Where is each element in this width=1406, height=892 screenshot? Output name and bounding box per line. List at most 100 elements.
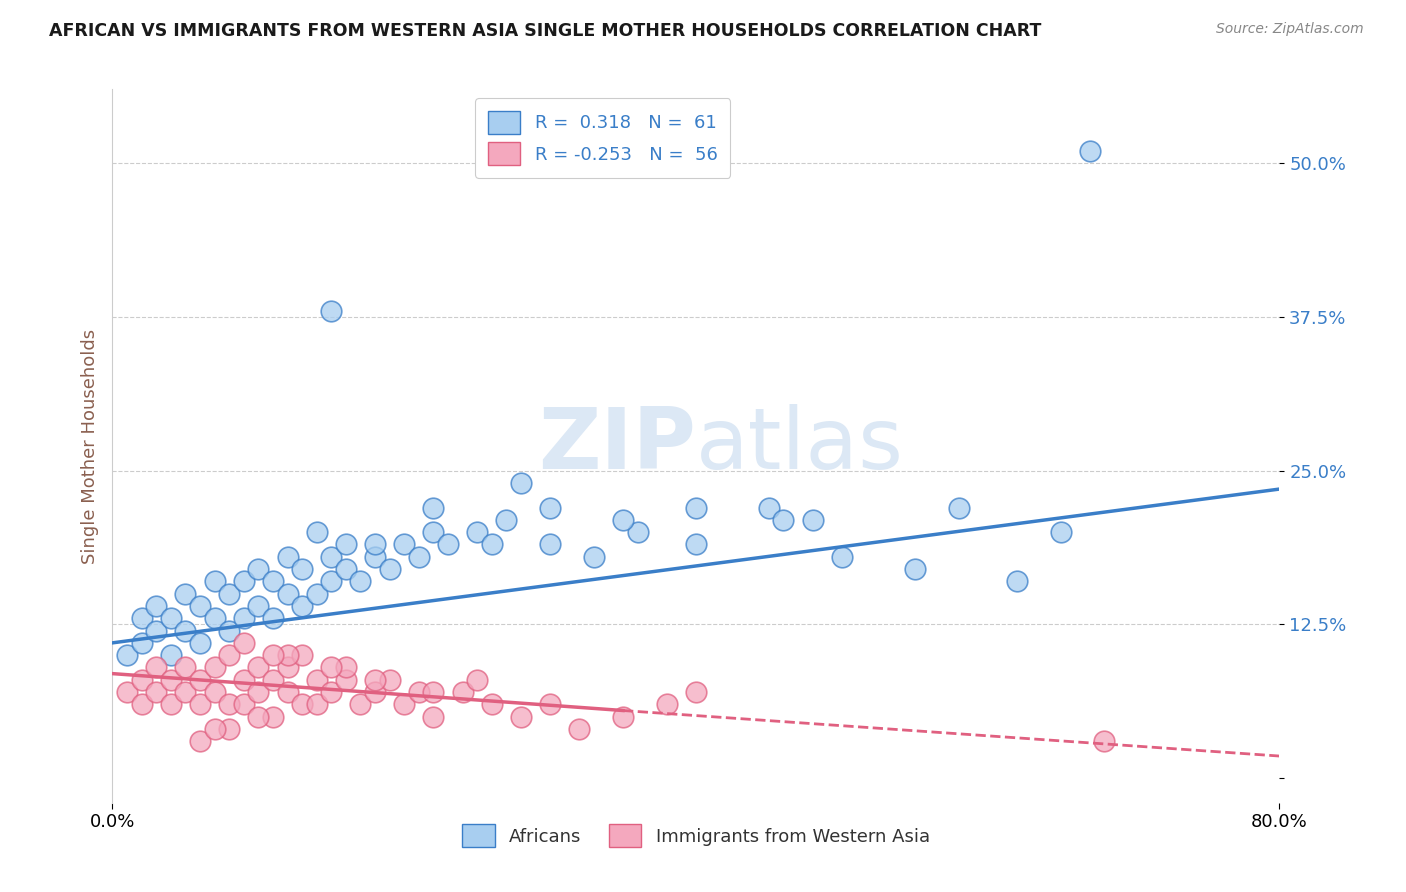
Point [262, 673, 284, 687]
Point [174, 587, 197, 601]
Point [685, 685, 707, 699]
Point [394, 698, 416, 712]
Point [451, 685, 474, 699]
Point [1005, 574, 1028, 589]
Point [276, 660, 298, 674]
Text: Source: ZipAtlas.com: Source: ZipAtlas.com [1216, 22, 1364, 37]
Point [305, 587, 328, 601]
Point [422, 709, 444, 723]
Point [305, 698, 328, 712]
Point [422, 500, 444, 515]
Point [465, 673, 488, 687]
Text: AFRICAN VS IMMIGRANTS FROM WESTERN ASIA SINGLE MOTHER HOUSEHOLDS CORRELATION CHA: AFRICAN VS IMMIGRANTS FROM WESTERN ASIA … [49, 22, 1042, 40]
Point [218, 648, 240, 662]
Point [276, 685, 298, 699]
Point [276, 648, 298, 662]
Point [218, 624, 240, 638]
Point [538, 500, 561, 515]
Point [160, 673, 183, 687]
Y-axis label: Single Mother Households: Single Mother Households [80, 328, 98, 564]
Point [364, 537, 387, 551]
Point [904, 562, 927, 576]
Point [247, 660, 270, 674]
Point [262, 611, 284, 625]
Point [204, 611, 226, 625]
Point [131, 611, 153, 625]
Point [509, 709, 531, 723]
Point [188, 698, 211, 712]
Point [465, 525, 488, 540]
Point [145, 599, 167, 613]
Point [131, 636, 153, 650]
Point [538, 698, 561, 712]
Point [174, 624, 197, 638]
Point [276, 587, 298, 601]
Point [627, 525, 650, 540]
Point [831, 549, 853, 564]
Point [174, 685, 197, 699]
Point [495, 513, 517, 527]
Point [291, 562, 314, 576]
Point [232, 574, 254, 589]
Point [204, 660, 226, 674]
Point [801, 513, 824, 527]
Point [291, 599, 314, 613]
Point [305, 525, 328, 540]
Point [218, 587, 240, 601]
Point [321, 574, 343, 589]
Point [204, 722, 226, 736]
Point [262, 574, 284, 589]
Point [204, 574, 226, 589]
Point [1094, 734, 1116, 748]
Point [408, 685, 430, 699]
Point [1049, 525, 1071, 540]
Point [364, 549, 387, 564]
Point [247, 685, 270, 699]
Point [335, 562, 357, 576]
Point [1078, 144, 1101, 158]
Point [188, 734, 211, 748]
Point [160, 698, 183, 712]
Point [115, 648, 138, 662]
Point [188, 599, 211, 613]
Point [481, 537, 503, 551]
Point [378, 562, 401, 576]
Point [160, 648, 183, 662]
Point [321, 685, 343, 699]
Point [335, 660, 357, 674]
Point [364, 673, 387, 687]
Point [349, 574, 371, 589]
Point [291, 648, 314, 662]
Point [422, 685, 444, 699]
Point [145, 685, 167, 699]
Point [685, 500, 707, 515]
Point [247, 709, 270, 723]
Point [145, 624, 167, 638]
Point [115, 685, 138, 699]
Point [538, 537, 561, 551]
Point [364, 685, 387, 699]
Point [394, 537, 416, 551]
Point [685, 537, 707, 551]
Point [655, 698, 678, 712]
Point [568, 722, 591, 736]
Point [305, 673, 328, 687]
Point [247, 562, 270, 576]
Point [612, 709, 634, 723]
Point [131, 673, 153, 687]
Point [321, 303, 343, 318]
Point [612, 513, 634, 527]
Point [232, 698, 254, 712]
Point [437, 537, 460, 551]
Point [321, 549, 343, 564]
Point [232, 636, 254, 650]
Point [204, 685, 226, 699]
Point [408, 549, 430, 564]
Point [772, 513, 794, 527]
Point [276, 549, 298, 564]
Point [247, 599, 270, 613]
Point [232, 673, 254, 687]
Point [481, 698, 503, 712]
Text: ZIP: ZIP [538, 404, 696, 488]
Legend: Africans, Immigrants from Western Asia: Africans, Immigrants from Western Asia [456, 817, 936, 855]
